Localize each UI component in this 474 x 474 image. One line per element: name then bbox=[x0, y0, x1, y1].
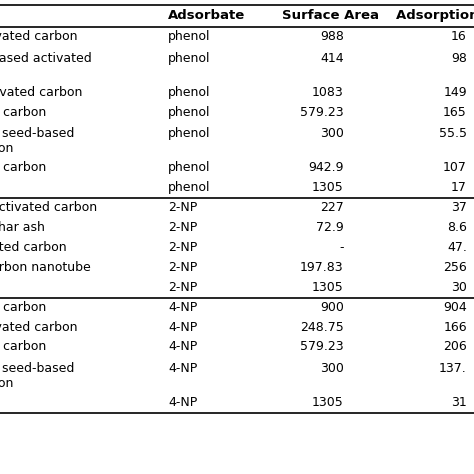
Text: 1305: 1305 bbox=[312, 281, 344, 294]
Text: 414: 414 bbox=[320, 52, 344, 64]
Text: 2-NP: 2-NP bbox=[168, 281, 198, 294]
Text: arbon nanotube: arbon nanotube bbox=[0, 261, 90, 274]
Text: 165: 165 bbox=[443, 106, 467, 119]
Text: 1083: 1083 bbox=[312, 86, 344, 99]
Text: Adsorbate: Adsorbate bbox=[168, 9, 246, 22]
Text: 579.23: 579.23 bbox=[300, 340, 344, 354]
Text: ivated carbon: ivated carbon bbox=[0, 30, 77, 44]
Text: 107: 107 bbox=[443, 161, 467, 174]
Text: 4-NP: 4-NP bbox=[168, 320, 198, 334]
Text: 2-NP: 2-NP bbox=[168, 221, 198, 234]
Text: 1305: 1305 bbox=[312, 396, 344, 409]
Text: 37: 37 bbox=[451, 201, 467, 214]
Text: 256: 256 bbox=[443, 261, 467, 274]
Text: 30: 30 bbox=[451, 281, 467, 294]
Text: 300: 300 bbox=[320, 127, 344, 140]
Text: 47.: 47. bbox=[447, 241, 467, 254]
Text: phenol: phenol bbox=[168, 106, 211, 119]
Text: d carbon: d carbon bbox=[0, 161, 46, 174]
Text: 72.9: 72.9 bbox=[316, 221, 344, 234]
Text: phenol: phenol bbox=[168, 86, 211, 99]
Text: 55.5: 55.5 bbox=[439, 127, 467, 140]
Text: 1305: 1305 bbox=[312, 181, 344, 194]
Text: ated carbon: ated carbon bbox=[0, 241, 66, 254]
Text: 988: 988 bbox=[320, 30, 344, 44]
Text: 17: 17 bbox=[451, 181, 467, 194]
Text: 4-NP: 4-NP bbox=[168, 301, 198, 314]
Text: phenol: phenol bbox=[168, 127, 211, 140]
Text: activated carbon: activated carbon bbox=[0, 201, 97, 214]
Text: phenol: phenol bbox=[168, 161, 211, 174]
Text: 197.83: 197.83 bbox=[300, 261, 344, 274]
Text: 2-NP: 2-NP bbox=[168, 261, 198, 274]
Text: phenol: phenol bbox=[168, 30, 211, 44]
Text: phenol: phenol bbox=[168, 52, 211, 64]
Text: 942.9: 942.9 bbox=[308, 161, 344, 174]
Text: 4-NP: 4-NP bbox=[168, 340, 198, 354]
Text: 16: 16 bbox=[451, 30, 467, 44]
Text: tivated carbon: tivated carbon bbox=[0, 86, 82, 99]
Text: Surface Area: Surface Area bbox=[282, 9, 379, 22]
Text: ivated carbon: ivated carbon bbox=[0, 320, 77, 334]
Text: 166: 166 bbox=[443, 320, 467, 334]
Text: 98: 98 bbox=[451, 52, 467, 64]
Text: char ash: char ash bbox=[0, 221, 45, 234]
Text: 137.: 137. bbox=[439, 362, 467, 374]
Text: d carbon: d carbon bbox=[0, 301, 46, 314]
Text: 579.23: 579.23 bbox=[300, 106, 344, 119]
Text: 904: 904 bbox=[443, 301, 467, 314]
Text: based activated: based activated bbox=[0, 52, 91, 80]
Text: 2-NP: 2-NP bbox=[168, 201, 198, 214]
Text: 4-NP: 4-NP bbox=[168, 396, 198, 409]
Text: 149: 149 bbox=[443, 86, 467, 99]
Text: phenol: phenol bbox=[168, 181, 211, 194]
Text: -: - bbox=[339, 241, 344, 254]
Text: 4-NP: 4-NP bbox=[168, 362, 198, 374]
Text: d carbon: d carbon bbox=[0, 340, 46, 354]
Text: 227: 227 bbox=[320, 201, 344, 214]
Text: d carbon: d carbon bbox=[0, 106, 46, 119]
Text: 206: 206 bbox=[443, 340, 467, 354]
Text: 31: 31 bbox=[451, 396, 467, 409]
Text: 300: 300 bbox=[320, 362, 344, 374]
Text: ll seed-based
bon: ll seed-based bon bbox=[0, 127, 74, 155]
Text: 248.75: 248.75 bbox=[300, 320, 344, 334]
Text: 2-NP: 2-NP bbox=[168, 241, 198, 254]
Text: 900: 900 bbox=[320, 301, 344, 314]
Text: Adsorption Ca: Adsorption Ca bbox=[396, 9, 474, 22]
Text: 8.6: 8.6 bbox=[447, 221, 467, 234]
Text: ll seed-based
bon: ll seed-based bon bbox=[0, 362, 74, 390]
